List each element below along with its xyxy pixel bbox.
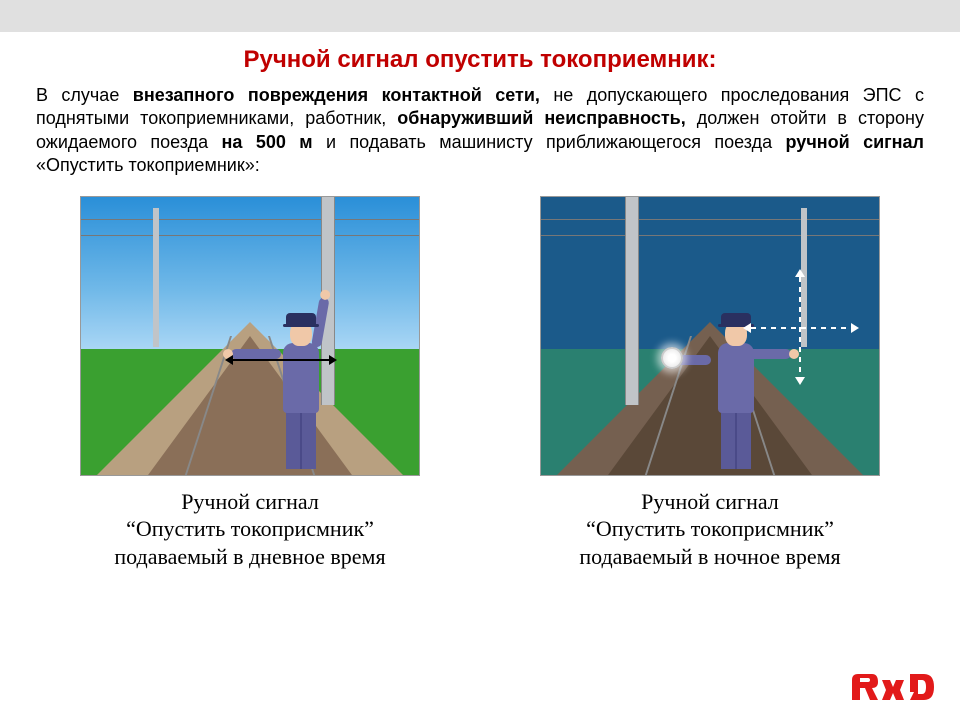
caption-line: “Опустить токоприсмник”: [586, 516, 834, 541]
pole-far: [153, 208, 159, 347]
top-bar: [0, 0, 960, 32]
p-text: В случае: [36, 85, 133, 105]
figures-row: Ручной сигнал “Опустить токоприсмник” по…: [0, 178, 960, 571]
body: [283, 343, 319, 413]
caption-line: Ручной сигнал: [641, 489, 779, 514]
page-title: Ручной сигнал опустить токоприемник:: [0, 32, 960, 84]
caption-line: Ручной сигнал: [181, 489, 319, 514]
railway-worker-night: [706, 305, 766, 475]
figure-day: Ручной сигнал “Опустить токоприсмник” по…: [80, 196, 420, 571]
catenary-wire: [541, 219, 879, 220]
legs: [286, 409, 316, 469]
horizontal-motion-arrow: [231, 359, 331, 361]
description-paragraph: В случае внезапного повреждения контактн…: [0, 84, 960, 178]
horizontal-motion-arrow: [751, 327, 851, 329]
p-bold: ручной сигнал: [786, 132, 924, 152]
catenary-wire: [541, 235, 879, 236]
catenary-wire: [81, 235, 419, 236]
uniform-cap: [286, 313, 316, 325]
rzd-logo: [848, 668, 938, 708]
pole-main: [625, 197, 639, 406]
caption-night: Ручной сигнал “Опустить токоприсмник” по…: [579, 488, 840, 571]
hand-lamp: [661, 347, 683, 369]
railway-worker-day: [271, 305, 331, 475]
caption-line: подаваемый в дневное время: [114, 544, 385, 569]
figure-night: Ручной сигнал “Опустить токоприсмник” по…: [540, 196, 880, 571]
p-text: «Опустить токоприемник»:: [36, 155, 260, 175]
p-bold: внезапного повреждения контактной сети,: [133, 85, 540, 105]
p-text: и подавать машинисту приближающегося пое…: [326, 132, 786, 152]
caption-line: “Опустить токоприсмник”: [126, 516, 374, 541]
caption-line: подаваемый в ночное время: [579, 544, 840, 569]
p-bold: на 500 м: [222, 132, 313, 152]
hand: [789, 349, 799, 359]
illustration-day: [80, 196, 420, 476]
p-bold: обнаруживший неисправность,: [397, 108, 685, 128]
caption-day: Ручной сигнал “Опустить токоприсмник” по…: [114, 488, 385, 571]
body: [718, 343, 754, 413]
arm-horizontal: [231, 349, 281, 359]
catenary-wire: [81, 219, 419, 220]
illustration-night: [540, 196, 880, 476]
legs: [721, 409, 751, 469]
